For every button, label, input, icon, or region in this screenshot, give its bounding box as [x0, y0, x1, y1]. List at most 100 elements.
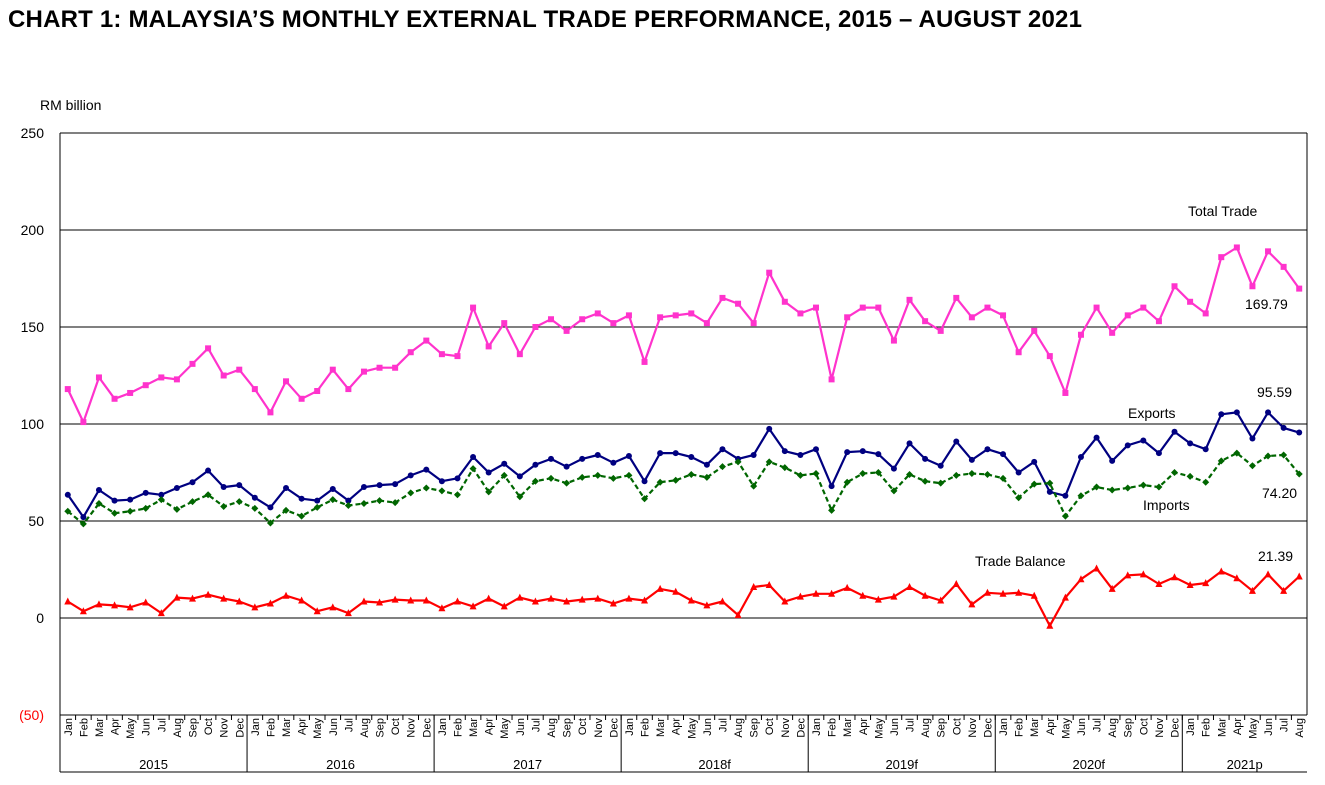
month-label: Mar	[655, 718, 667, 737]
data-point	[392, 481, 399, 488]
data-point	[1202, 310, 1209, 317]
data-point	[1046, 353, 1053, 360]
data-point	[80, 419, 87, 426]
data-point	[781, 597, 789, 605]
series-imports	[64, 449, 1303, 528]
data-point	[703, 461, 710, 468]
data-point	[703, 473, 711, 481]
data-point	[173, 485, 180, 492]
y-tick-label: (50)	[19, 707, 44, 723]
data-point	[1218, 254, 1225, 261]
data-point	[1233, 244, 1240, 251]
data-point	[127, 389, 134, 396]
data-point	[126, 507, 134, 515]
data-point	[329, 366, 336, 373]
data-point	[922, 318, 929, 325]
data-point	[735, 300, 742, 307]
data-point	[1248, 586, 1256, 594]
data-point	[718, 597, 726, 605]
data-point	[516, 593, 524, 601]
month-label: Jul	[1092, 718, 1104, 732]
data-point	[828, 589, 836, 597]
data-point	[968, 314, 975, 321]
data-point	[1171, 283, 1178, 290]
data-point	[142, 382, 149, 389]
data-point	[890, 337, 897, 344]
data-point	[205, 467, 212, 474]
data-point	[952, 471, 960, 479]
month-label: Feb	[78, 718, 90, 737]
data-point	[797, 452, 804, 459]
data-point	[844, 314, 851, 321]
month-label: Oct	[764, 718, 776, 735]
data-point	[267, 409, 274, 416]
data-point	[282, 506, 290, 514]
y-tick-label: 150	[21, 319, 45, 335]
month-label: Dec	[795, 718, 807, 738]
series-lines	[64, 244, 1303, 629]
month-label: Mar	[1216, 718, 1228, 737]
month-label: Jul	[905, 718, 917, 732]
data-point	[1280, 424, 1287, 431]
data-point	[79, 520, 87, 528]
data-point	[1249, 435, 1256, 442]
data-point	[734, 611, 742, 619]
data-point	[937, 462, 944, 469]
month-label: Jul	[717, 718, 729, 732]
data-point	[672, 450, 679, 457]
month-label: Mar	[281, 718, 293, 737]
data-point	[625, 312, 632, 319]
data-point	[1046, 488, 1053, 495]
data-point	[812, 469, 820, 477]
data-point	[1077, 492, 1085, 500]
month-label: Apr	[484, 718, 496, 735]
data-point	[641, 495, 649, 503]
year-label: 2020f	[1073, 757, 1106, 772]
data-point	[1217, 457, 1225, 465]
data-point	[625, 594, 633, 602]
data-point	[391, 595, 399, 603]
data-point	[1155, 580, 1163, 588]
month-label: Mar	[842, 718, 854, 737]
data-point	[422, 484, 430, 492]
series-line	[67, 452, 1301, 526]
data-point	[906, 470, 914, 478]
data-point	[594, 594, 602, 602]
data-point	[1000, 312, 1007, 319]
data-point	[750, 320, 757, 327]
data-point	[968, 600, 976, 608]
data-point	[423, 337, 430, 344]
data-point	[906, 440, 913, 447]
data-point	[906, 296, 913, 303]
data-point	[1093, 434, 1100, 441]
data-point	[1171, 469, 1179, 476]
data-point	[345, 386, 352, 393]
data-point	[111, 509, 119, 517]
month-label: May	[686, 718, 698, 739]
data-point	[1139, 570, 1147, 578]
data-point	[1108, 584, 1116, 592]
data-point	[890, 487, 898, 495]
data-point	[1124, 442, 1131, 449]
data-point	[407, 472, 414, 479]
data-point	[1031, 458, 1038, 465]
data-point	[656, 478, 664, 486]
series-name-label: Trade Balance	[975, 553, 1066, 569]
month-label: May	[499, 718, 511, 739]
data-point	[687, 596, 695, 604]
month-label: Apr	[671, 718, 683, 735]
data-point	[376, 364, 383, 371]
data-point	[235, 597, 243, 605]
data-point	[890, 465, 897, 472]
data-point	[188, 498, 196, 506]
year-label: 2016	[326, 757, 355, 772]
data-point	[173, 593, 181, 601]
data-point	[235, 498, 243, 506]
data-point	[266, 599, 274, 607]
data-point	[750, 582, 758, 590]
data-point	[1186, 581, 1194, 589]
month-label: Aug	[172, 718, 184, 738]
data-point	[485, 488, 493, 496]
data-point	[1046, 479, 1054, 487]
data-point	[454, 475, 461, 482]
